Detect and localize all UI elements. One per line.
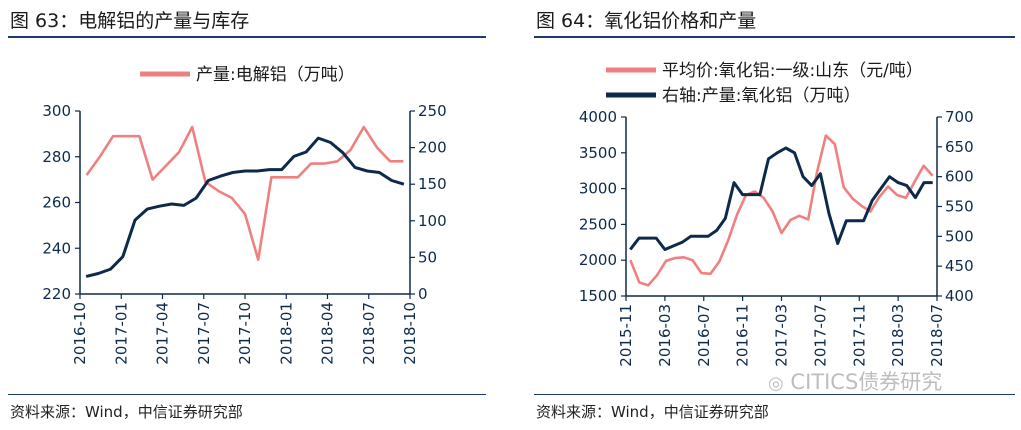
chart2-x-tick-label: 2017-03 xyxy=(773,304,791,367)
watermark-text: CITICS债券研究 xyxy=(790,370,943,394)
chart2-left-tick-label: 1500 xyxy=(579,287,617,305)
chart2-svg: 1500 2000 2500 3000 3500 4000 400 450 500 550 600 6… xyxy=(579,61,974,367)
chart2-left-tick-label: 3500 xyxy=(579,144,617,162)
chart2-legend-label-1: 右轴:产量:氧化铝（万吨） xyxy=(662,86,860,106)
chart1-svg: 220 240 260 280 300 0 50 100 150 200 250 2016-10 201… xyxy=(42,65,447,365)
chart1-x-tick-label: 2018-10 xyxy=(401,302,419,365)
chart2-right-tick-label: 400 xyxy=(945,287,974,305)
chart2-right-tick-label: 650 xyxy=(945,138,974,156)
chart2-x-tick-label: 2015-11 xyxy=(617,304,635,367)
chart2-right-tick-label: 550 xyxy=(945,198,974,216)
chart2-x-tick-label: 2017-07 xyxy=(811,304,829,367)
watermark: ◎ CITICS债券研究 xyxy=(768,366,942,396)
chart2-left-tick-label: 2000 xyxy=(579,251,617,269)
chart2-x-tick-label: 2018-07 xyxy=(928,304,946,367)
wechat-icon: ◎ xyxy=(768,373,784,394)
chart1-x-tick-label: 2017-10 xyxy=(236,302,254,365)
chart1-series-1-line xyxy=(85,136,405,278)
chart2-right-tick-label: 600 xyxy=(945,168,974,186)
chart1-legend-label-0: 产量:电解铝（万吨） xyxy=(196,65,355,85)
chart2-left-tick-label: 3000 xyxy=(579,180,617,198)
chart1-x-tick-label: 2017-07 xyxy=(195,302,213,365)
chart2-source: 资料来源：Wind，中信证券研究部 xyxy=(536,403,769,421)
chart1-x-tick-label: 2017-04 xyxy=(154,302,172,365)
chart2-x-tick-label: 2018-03 xyxy=(889,304,907,367)
chart1-right-tick-label: 100 xyxy=(418,212,447,230)
chart2-series-0-line xyxy=(629,134,934,287)
chart2-source-rule xyxy=(534,394,1015,395)
chart1-x-tick-label: 2018-04 xyxy=(319,302,337,365)
chart1-x-tick-label: 2017-01 xyxy=(112,302,130,365)
chart2-legend-label-0: 平均价:氧化铝:一级:山东（元/吨） xyxy=(662,61,923,81)
chart2-series-1-line xyxy=(629,146,933,251)
chart1-right-tick-label: 250 xyxy=(418,102,447,120)
chart1-right-tick-label: 200 xyxy=(418,139,447,157)
chart2-x-tick-label: 2016-07 xyxy=(695,304,713,367)
chart1-source: 资料来源：Wind，中信证券研究部 xyxy=(10,403,243,421)
chart1-left-tick-label: 300 xyxy=(42,102,71,120)
chart2-left-tick-label: 2500 xyxy=(579,215,617,233)
chart1-x-tick-label: 2016-10 xyxy=(71,302,89,365)
chart2-right-tick-label: 500 xyxy=(945,227,974,245)
chart1-left-tick-label: 260 xyxy=(42,194,71,212)
chart1-left-tick-label: 220 xyxy=(42,285,71,303)
chart1-source-rule xyxy=(8,394,486,395)
chart2-x-tick-label: 2017-11 xyxy=(850,304,868,367)
chart1-left-tick-label: 240 xyxy=(42,239,71,257)
chart2-right-tick-label: 700 xyxy=(945,108,974,126)
chart1-title: 图 63：电解铝的产量与库存 xyxy=(10,10,250,32)
chart2-title: 图 64：氧化铝价格和产量 xyxy=(536,10,757,32)
chart1-right-tick-label: 50 xyxy=(418,248,437,266)
chart1-left-tick-label: 280 xyxy=(42,148,71,166)
chart2-title-rule xyxy=(534,36,1015,38)
chart1-right-tick-label: 0 xyxy=(418,285,428,303)
chart1-series-0-line xyxy=(85,125,404,262)
chart2-x-tick-label: 2016-11 xyxy=(734,304,752,367)
chart1-x-tick-label: 2018-07 xyxy=(360,302,378,365)
chart2-left-tick-label: 4000 xyxy=(579,108,617,126)
chart2-x-tick-label: 2016-03 xyxy=(656,304,674,367)
chart1-x-tick-label: 2018-01 xyxy=(277,302,295,365)
chart1-title-rule xyxy=(8,36,486,38)
chart1-right-tick-label: 150 xyxy=(418,175,447,193)
chart2-right-tick-label: 450 xyxy=(945,257,974,275)
